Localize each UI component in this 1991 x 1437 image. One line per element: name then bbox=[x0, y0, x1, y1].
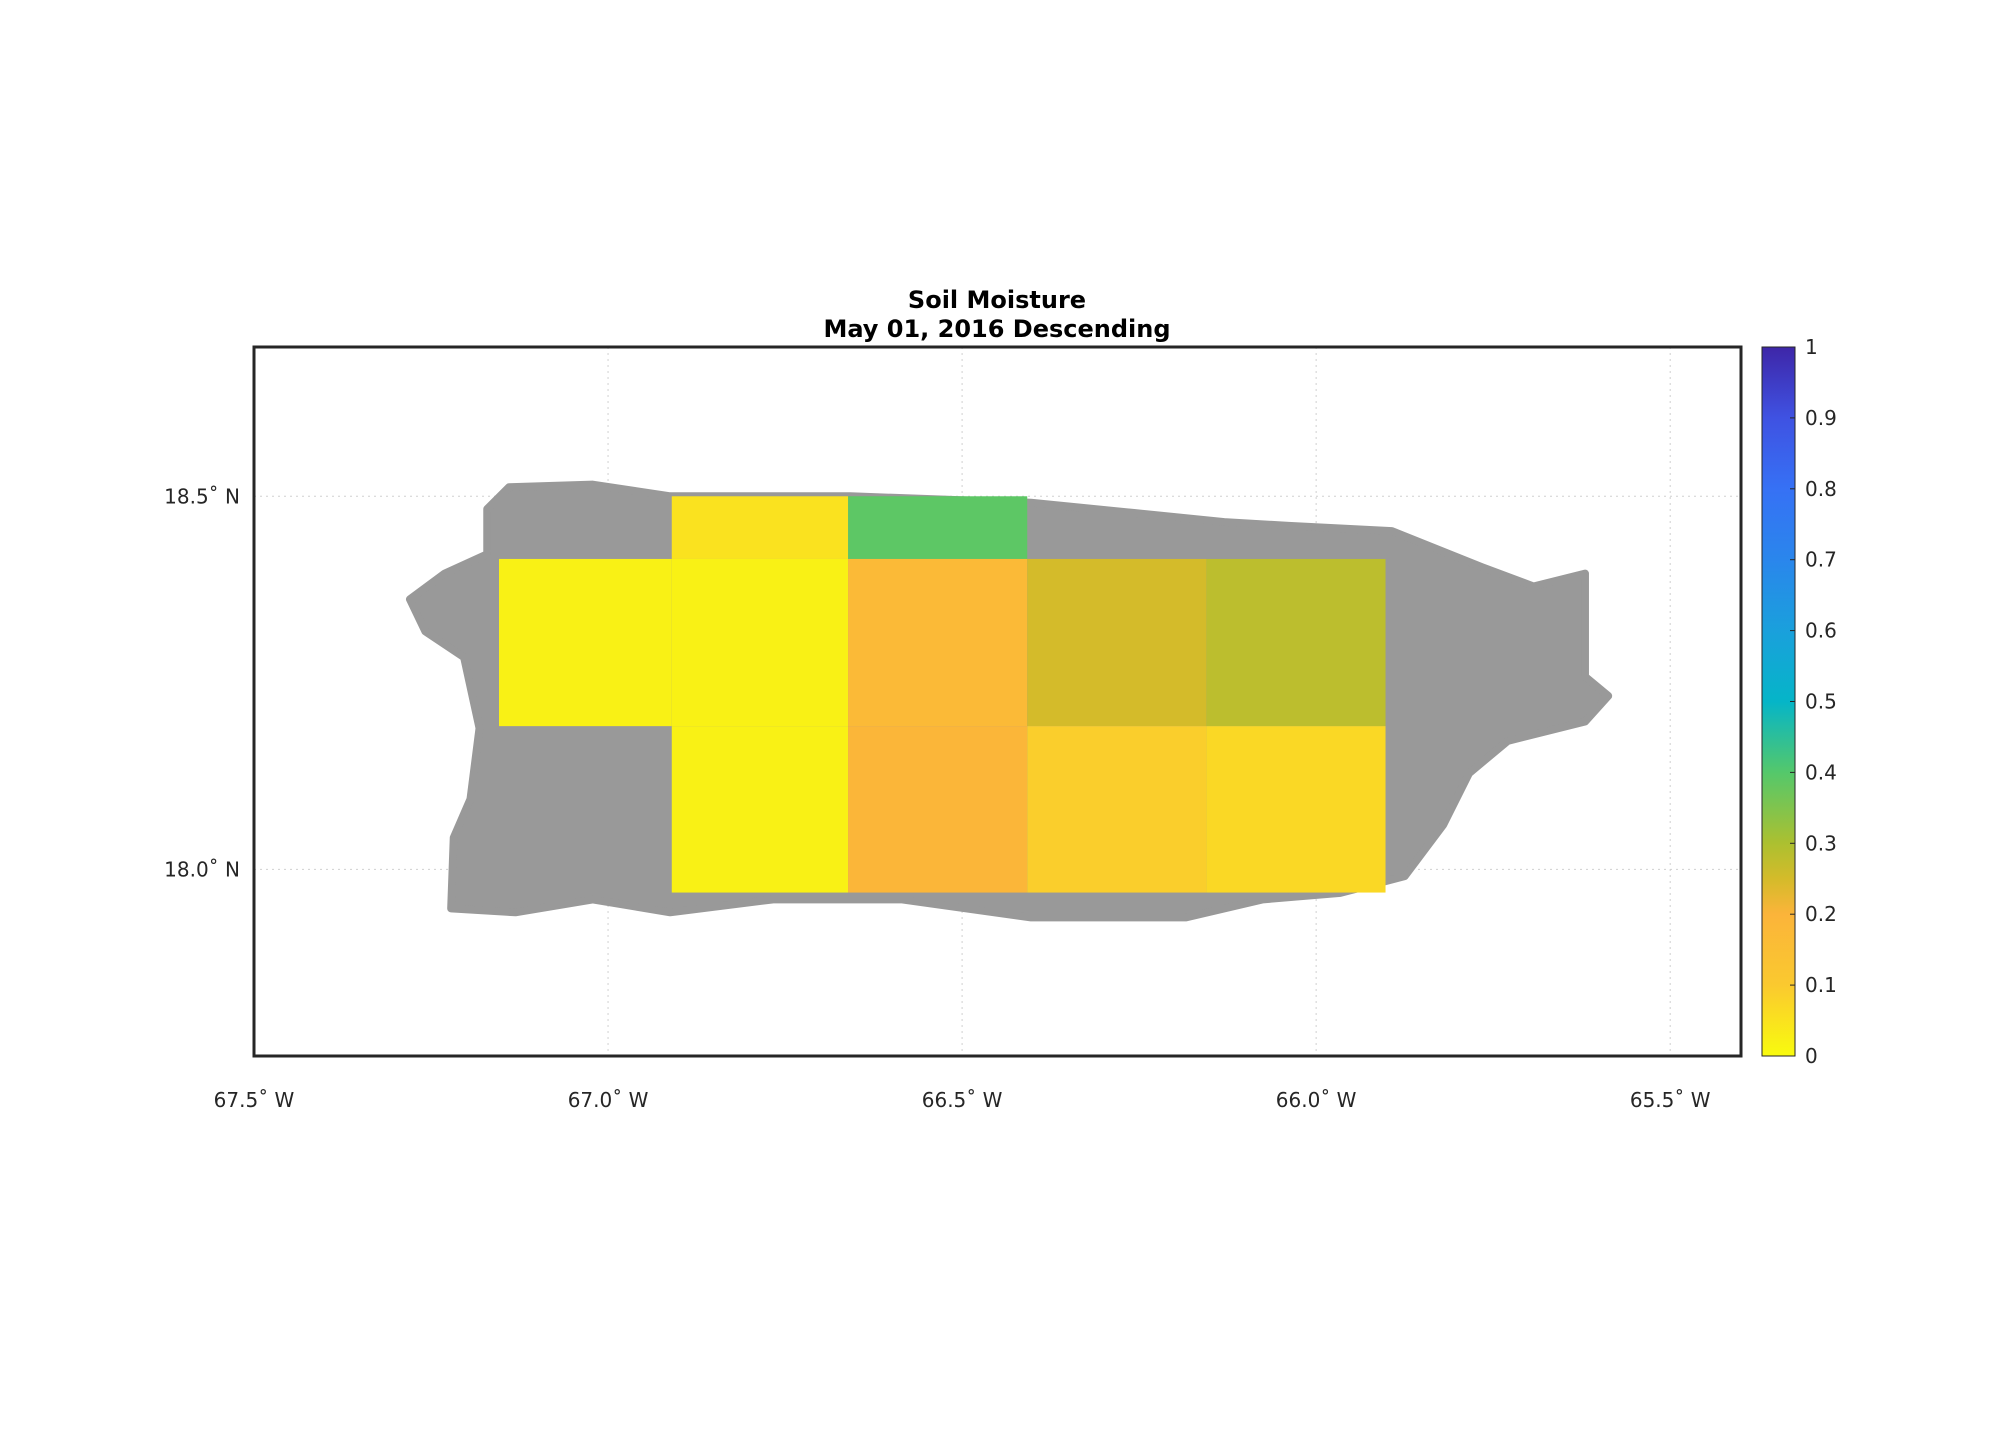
colorbar-tick-label: 0 bbox=[1805, 1044, 1818, 1068]
colorbar-tick-label: 0.3 bbox=[1805, 831, 1837, 855]
y-tick-label: 18.0˚ N bbox=[164, 857, 240, 881]
colorbar-tick-label: 0.8 bbox=[1805, 477, 1837, 501]
cell bbox=[1027, 558, 1207, 727]
colorbar-tick-label: 0.4 bbox=[1805, 760, 1837, 784]
colorbar-tick-label: 0.6 bbox=[1805, 619, 1837, 643]
y-tick-label: 18.5˚ N bbox=[164, 484, 240, 508]
x-tick-label: 67.0˚ W bbox=[568, 1088, 649, 1112]
cell bbox=[1027, 726, 1207, 893]
x-tick-label: 66.5˚ W bbox=[922, 1088, 1003, 1112]
colorbar-tick-label: 0.2 bbox=[1805, 902, 1837, 926]
x-tick-label: 65.5˚ W bbox=[1630, 1088, 1711, 1112]
colorbar-tick-label: 0.5 bbox=[1805, 690, 1837, 714]
colorbar-fill bbox=[1761, 346, 1796, 1057]
cell bbox=[1206, 558, 1386, 727]
x-tick-label: 66.0˚ W bbox=[1276, 1088, 1357, 1112]
axes-box bbox=[252, 345, 1743, 1058]
chart-title: Soil Moisture bbox=[908, 286, 1086, 314]
cell bbox=[848, 496, 1028, 559]
cell bbox=[671, 726, 849, 893]
colorbar: 0 0.1 0.2 0.3 0.4 0.5 0.6 0.7 0.8 0.9 1 bbox=[1761, 335, 1837, 1068]
cell bbox=[671, 496, 849, 559]
cell bbox=[848, 726, 1028, 893]
cells bbox=[499, 496, 1386, 893]
colorbar-tick-label: 0.1 bbox=[1805, 973, 1837, 997]
chart-subtitle: May 01, 2016 Descending bbox=[823, 315, 1170, 343]
cell bbox=[848, 558, 1028, 727]
colorbar-tick-label: 0.7 bbox=[1805, 548, 1837, 572]
x-tick-label: 67.5˚ W bbox=[214, 1088, 295, 1112]
cell bbox=[1206, 726, 1386, 893]
cell bbox=[671, 558, 849, 727]
colorbar-tick-label: 1 bbox=[1805, 335, 1818, 359]
colorbar-tick-label: 0.9 bbox=[1805, 406, 1837, 430]
cell bbox=[499, 558, 672, 727]
